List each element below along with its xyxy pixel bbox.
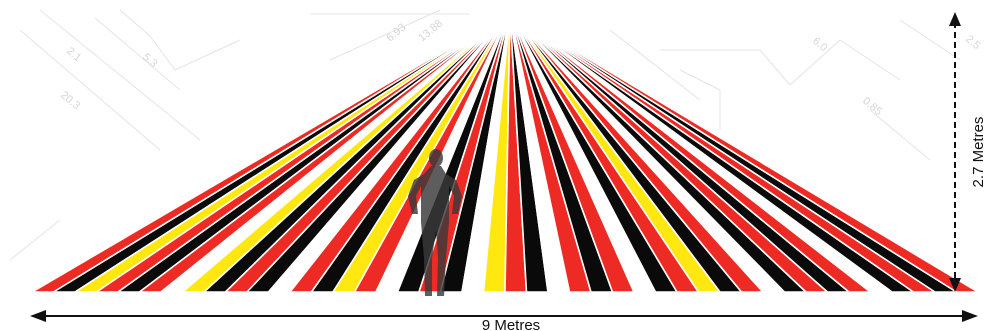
sketch-label: 6.93	[384, 21, 408, 44]
arrow-left-icon	[30, 310, 46, 322]
sketch-label: 5.3	[140, 51, 159, 70]
radiating-stripes	[31, 11, 979, 293]
height-label: 2.7 Metres	[970, 117, 987, 188]
sketch-label: 6.0	[810, 35, 829, 54]
sketch-label: 20.3	[58, 89, 82, 112]
arrow-up-icon	[949, 12, 961, 26]
sketch-label: 13.88	[416, 17, 445, 44]
arrow-down-icon	[949, 278, 961, 292]
sketch-label: 0.85	[860, 95, 884, 118]
width-label: 9 Metres	[482, 317, 540, 331]
human-figure-silhouette	[408, 149, 462, 296]
arrow-right-icon	[962, 310, 978, 322]
height-dimension: 2.7 Metres	[949, 12, 987, 292]
sketch-label: 2.5	[963, 33, 982, 52]
width-dimension: 9 Metres	[30, 310, 978, 331]
sketch-label: 2.1	[64, 45, 83, 64]
stripe-red	[509, 11, 979, 293]
